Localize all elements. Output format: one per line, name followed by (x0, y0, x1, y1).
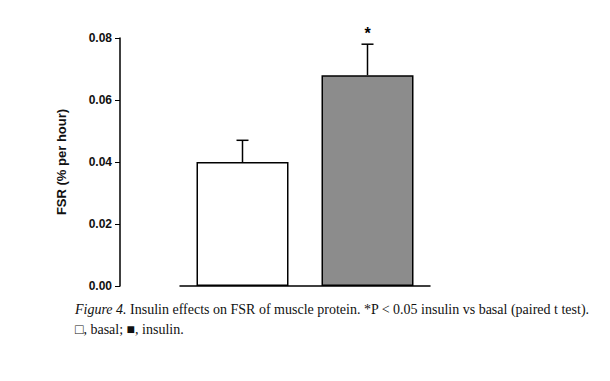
svg-text:0.06: 0.06 (89, 93, 113, 107)
html-text:Figure 4. Insulin effects on F: Figure 4. Insulin effects on FSR of musc… (75, 302, 589, 337)
svg-text:*: * (364, 25, 371, 42)
svg-text:0.00: 0.00 (89, 279, 113, 292)
svg-text:0.02: 0.02 (89, 217, 113, 231)
svg-text:FSR (% per hour): FSR (% per hour) (54, 109, 69, 215)
svg-text:0.04: 0.04 (89, 155, 113, 169)
svg-text:0.08: 0.08 (89, 31, 113, 45)
